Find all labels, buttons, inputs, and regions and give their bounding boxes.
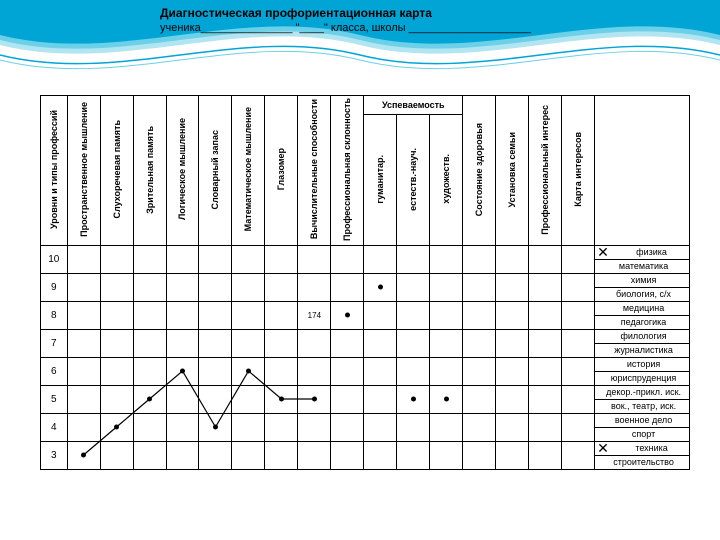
col-header: Логическое мышление [177,116,187,222]
x-mark: ✕ [597,442,609,455]
page-title: Диагностическая профориентационная карта [160,6,432,20]
subject-cell: математика [595,259,690,273]
col-header: Профессиональная склонность [342,96,352,243]
subject-cell: филология [595,329,690,343]
row-label: 7 [41,329,68,357]
subject-cell: ✕техника [595,441,690,455]
col-header: Вычислительные способности [309,97,319,241]
inner-number: 174 [298,301,331,329]
subject-cell: декор.-прикл. иск. [595,385,690,399]
col-header: Зрительная память [145,124,155,216]
subject-cell: химия [595,273,690,287]
col-subheader: гуманитар. [375,153,385,206]
col-header: Установка семьи [507,130,517,210]
row-label: 10 [41,245,68,273]
subject-cell: ✕физика [595,245,690,259]
col-header: Слухоречевая память [112,118,122,220]
subject-cell: педагогика [595,315,690,329]
col-header: Состояние здоровья [474,121,484,218]
subject-cell: юриспруденция [595,371,690,385]
row-label: 4 [41,413,68,441]
col-header: Словарный запас [210,128,220,211]
col-header: Глазомер [276,146,286,192]
subject-cell: биология, с/х [595,287,690,301]
subject-cell: журналистика [595,343,690,357]
col-subheader: естеств.-науч. [408,146,418,213]
subject-cell: строительство [595,455,690,469]
col-header: Уровни и типы профессий [49,108,59,231]
row-label: 5 [41,385,68,413]
diagnostic-chart: Уровни и типы профессий Пространственное … [40,95,690,515]
group-header: Успеваемость [364,96,463,115]
col-header: Профессиональный интерес [540,103,550,237]
subject-cell: медицина [595,301,690,315]
subject-cell: вок., театр, иск. [595,399,690,413]
subject-cell: спорт [595,427,690,441]
subject-cell: история [595,357,690,371]
col-header: Математическое мышление [243,105,253,233]
row-label: 8 [41,301,68,329]
col-subheader: художеств. [441,152,451,206]
row-label: 3 [41,441,68,469]
col-header: Пространственное мышление [79,100,89,239]
row-label: 9 [41,273,68,301]
x-mark: ✕ [597,246,609,259]
page-subtitle: ученика_______________ "____" класса, шк… [160,22,531,34]
row-label: 6 [41,357,68,385]
col-header: Карта интересов [573,130,583,209]
subject-cell: военное дело [595,413,690,427]
